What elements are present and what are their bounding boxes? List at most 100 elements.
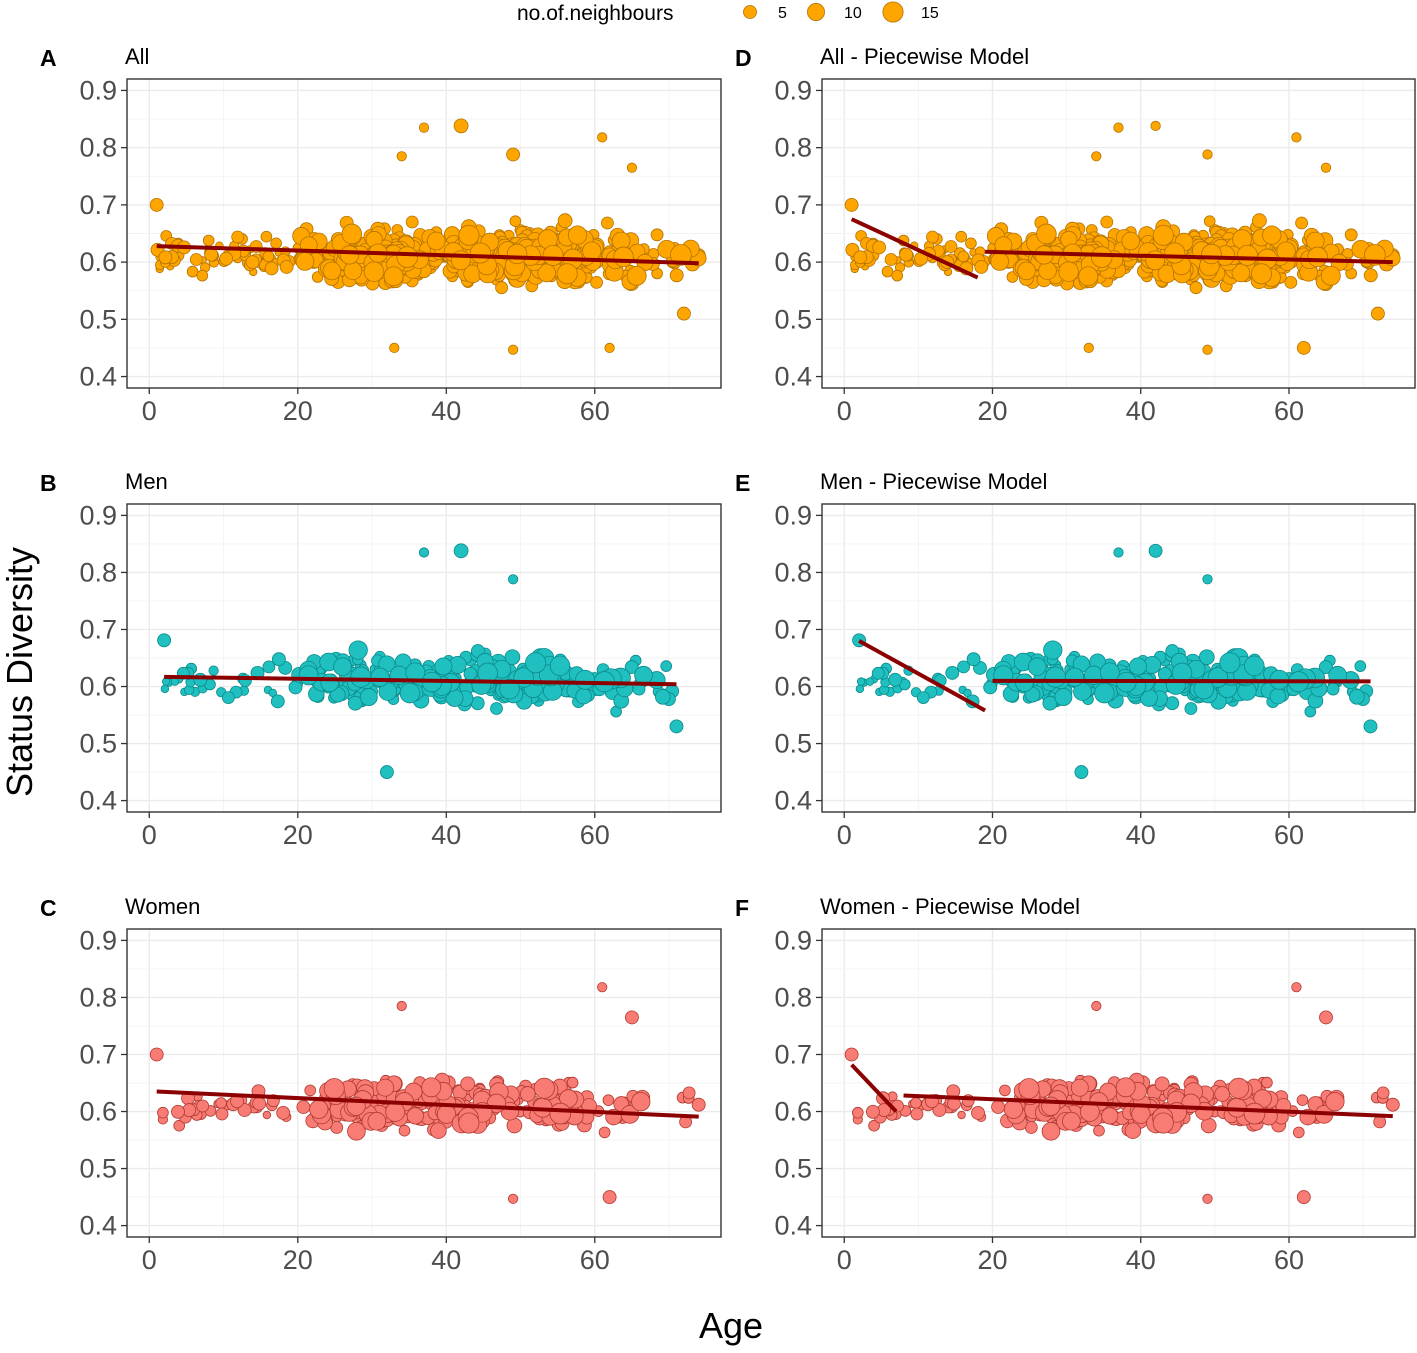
data-point	[160, 684, 170, 694]
data-point	[186, 265, 199, 278]
fit-line	[850, 217, 979, 280]
data-point	[856, 677, 866, 686]
x-tick-label: 0	[837, 820, 852, 850]
data-point	[149, 197, 164, 212]
x-tick-label: 20	[283, 820, 313, 850]
data-point	[613, 246, 634, 268]
x-tick-label: 40	[431, 820, 461, 850]
data-point	[157, 1106, 169, 1119]
x-tick-label: 0	[142, 396, 157, 426]
data-point	[566, 1076, 579, 1089]
panel-title: All	[125, 44, 149, 69]
data-point	[1198, 649, 1215, 666]
data-point	[1325, 1092, 1345, 1112]
grid	[822, 929, 1415, 1237]
data-point	[1344, 228, 1358, 242]
data-point	[851, 1106, 864, 1119]
data-point	[1164, 242, 1186, 264]
data-point	[1202, 574, 1213, 585]
y-tick-label: 0.6	[774, 1097, 812, 1127]
panel-e: E Men - Piecewise Model 0 20 40 60 0.4 0.5 0.6 0.…	[735, 469, 1416, 850]
data-point	[567, 225, 588, 245]
panel-title: Women	[125, 894, 200, 919]
panel-title: All - Piecewise Model	[820, 44, 1029, 69]
data-point	[418, 122, 430, 133]
x-tick-label: 60	[1274, 396, 1304, 426]
y-tick-label: 0.8	[79, 982, 117, 1012]
data-point	[519, 1086, 536, 1102]
panel-tag: A	[40, 45, 57, 71]
data-point	[347, 695, 363, 711]
x-tick-label: 40	[1126, 1245, 1156, 1275]
fit-line	[164, 674, 677, 687]
data-point	[983, 680, 998, 695]
data-point	[296, 1100, 311, 1114]
data-point	[899, 247, 914, 262]
data-point	[173, 1119, 186, 1132]
data-point	[865, 1104, 880, 1119]
y-tick-label: 0.4	[774, 1211, 812, 1241]
data-point	[1043, 640, 1063, 660]
data-point	[1243, 1102, 1266, 1125]
data-point	[406, 1107, 424, 1125]
data-point	[504, 649, 521, 666]
data-point	[597, 982, 608, 993]
data-point	[453, 118, 469, 134]
data-point	[1094, 682, 1115, 704]
data-point	[871, 666, 885, 680]
data-point	[601, 216, 614, 230]
data-point	[1269, 687, 1287, 705]
data-point	[221, 691, 235, 704]
data-point	[1054, 688, 1073, 706]
data-point	[844, 1047, 859, 1062]
data-point	[1296, 1094, 1309, 1107]
data-point	[208, 665, 219, 676]
data-point	[1231, 263, 1251, 283]
data-point	[855, 684, 865, 694]
y-tick-label: 0.4	[774, 362, 812, 392]
data-point	[974, 259, 989, 274]
data-point	[204, 247, 219, 262]
data-point	[945, 665, 960, 680]
data-point	[396, 151, 407, 162]
data-point	[1250, 263, 1273, 285]
data-point	[270, 694, 285, 709]
data-point	[533, 1077, 555, 1099]
data-point	[631, 1092, 651, 1112]
y-tick-label: 0.4	[774, 786, 812, 816]
data-point	[499, 678, 520, 700]
data-point	[453, 543, 469, 559]
data-point	[916, 691, 930, 704]
data-point	[872, 240, 887, 255]
data-point	[1101, 1107, 1119, 1125]
x-tick-label: 60	[580, 1245, 610, 1275]
y-axis-title: Status Diversity	[0, 547, 40, 797]
data-point	[1018, 1078, 1040, 1100]
panel-d: D All - Piecewise Model 0 20 40 60 0.4 0.5 0.6 0.…	[735, 44, 1416, 426]
data-point	[1074, 765, 1089, 780]
data-point	[1113, 547, 1124, 558]
data-point	[557, 213, 573, 229]
data-point	[881, 265, 894, 278]
data-point	[602, 1094, 615, 1107]
y-tick-label: 0.9	[79, 500, 117, 530]
data-point	[245, 255, 260, 270]
data-point	[193, 672, 208, 687]
data-point	[910, 1097, 922, 1109]
data-point	[158, 250, 173, 265]
x-tick-label: 60	[1274, 1245, 1304, 1275]
x-tick-label: 20	[977, 1245, 1007, 1275]
fit-line	[903, 1093, 1393, 1119]
data-point	[1296, 340, 1311, 355]
y-tick-label: 0.7	[774, 190, 812, 220]
data-point	[1115, 1077, 1136, 1098]
data-point	[1154, 1076, 1170, 1092]
data-point	[1017, 261, 1036, 281]
points	[844, 120, 1401, 355]
y-tick-label: 0.6	[79, 1097, 117, 1127]
data-point	[339, 245, 360, 265]
x-tick-label: 40	[1126, 396, 1156, 426]
data-point	[1261, 1076, 1273, 1089]
x-tick-label: 40	[1126, 820, 1156, 850]
data-point	[279, 259, 294, 274]
